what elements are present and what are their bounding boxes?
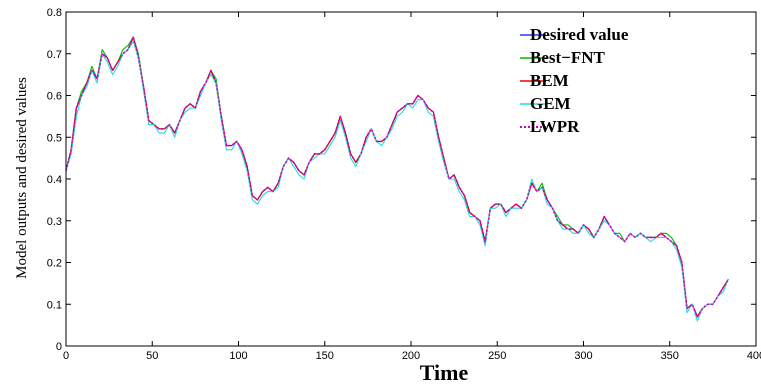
y-tick-label: 0.3 [47,216,62,228]
legend-entry-label: Desired value [530,25,629,44]
series-line-gem [65,40,729,322]
legend-entry-label: LWPR [530,117,580,136]
x-tick-label: 350 [661,350,679,362]
x-tick-label: 150 [316,350,334,362]
series-line-desired-value [65,36,729,318]
plot-frame [65,11,757,347]
x-tick-label: 250 [488,350,506,362]
x-tick-label: 200 [402,350,420,362]
legend-entry-label: BEM [530,71,569,90]
legend-entry-label: GEM [530,94,571,113]
y-tick-label: 0 [56,341,62,353]
legend: Desired value Best−FNT BEM GEM LWPR [520,25,629,136]
y-tick-label: 0.2 [47,258,62,270]
y-tick-label: 0.4 [47,174,62,186]
x-axis: 0 50 100 150 200 250 300 350 400 [63,12,761,362]
y-tick-label: 0.1 [47,299,62,311]
legend-entry-label: Best−FNT [530,48,606,67]
y-axis-label: Model outputs and desired values [14,77,30,279]
y-tick-label: 0.7 [47,49,62,61]
x-tick-label: 400 [747,350,761,362]
x-tick-label: 50 [146,350,158,362]
series-line-best-fnt [65,36,729,318]
x-tick-label: 0 [63,350,69,362]
plot-area [65,36,730,322]
x-tick-label: 300 [574,350,592,362]
series-line-bem [65,36,729,318]
y-axis: 0 0.1 0.2 0.3 0.4 0.5 0.6 0.7 0.8 [47,7,756,353]
x-axis-label: Time [420,360,469,385]
series-line-lwpr [65,36,730,318]
y-tick-label: 0.8 [47,7,62,19]
y-tick-label: 0.6 [47,91,62,103]
x-tick-label: 100 [229,350,247,362]
y-tick-label: 0.5 [47,132,62,144]
